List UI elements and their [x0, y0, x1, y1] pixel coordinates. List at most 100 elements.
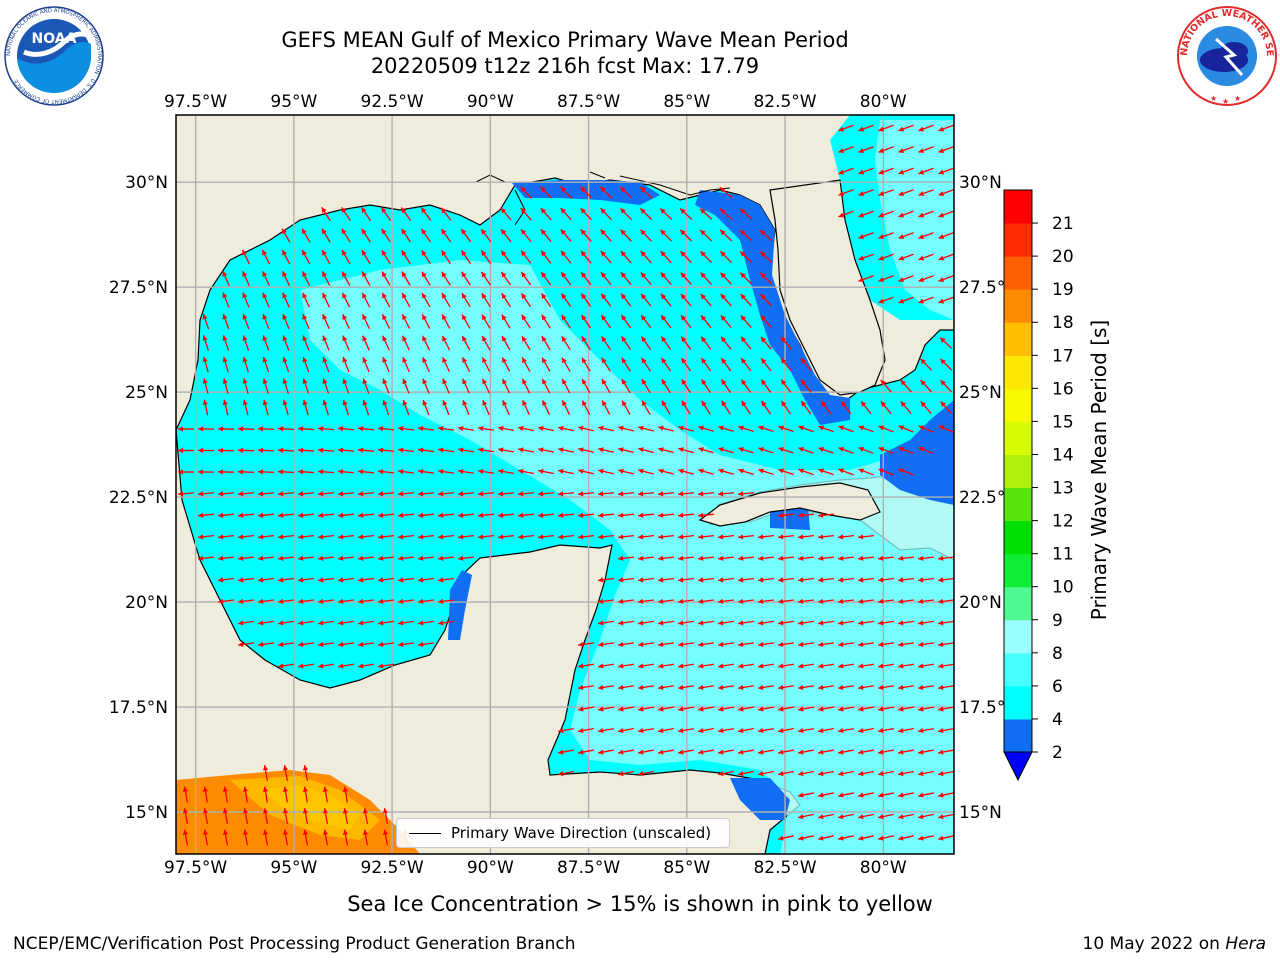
wave-arrow	[337, 491, 355, 497]
wave-arrow	[878, 792, 894, 798]
wave-arrow	[577, 491, 595, 497]
wave-arrow	[818, 835, 834, 841]
wave-arrow	[357, 447, 375, 453]
wave-arrow	[520, 250, 532, 264]
wave-arrow	[202, 399, 209, 416]
wave-arrow	[720, 314, 732, 329]
wave-arrow	[617, 684, 635, 691]
wave-arrow	[897, 641, 915, 648]
wave-arrow	[440, 207, 452, 221]
wave-arrow	[377, 491, 395, 497]
wave-arrow	[918, 446, 934, 455]
wave-arrow	[638, 468, 654, 475]
longitude-tick-label: 92.5°W	[361, 92, 424, 112]
wave-arrow	[759, 251, 773, 263]
map-frame	[175, 114, 955, 855]
wave-arrow	[421, 292, 431, 308]
wave-arrow	[182, 786, 189, 803]
wave-arrow	[677, 534, 695, 540]
wave-arrow	[302, 808, 309, 824]
wave-arrow	[657, 641, 675, 648]
wave-arrow	[317, 534, 335, 540]
wave-arrow	[521, 335, 531, 351]
wave-arrow	[337, 555, 355, 561]
wave-arrow	[637, 555, 655, 561]
wave-arrow	[938, 232, 954, 239]
wave-arrow	[597, 620, 615, 626]
wave-arrow	[578, 468, 594, 475]
run-system: Hera	[1225, 934, 1266, 954]
wave-arrow	[677, 577, 695, 583]
wave-arrow	[858, 468, 874, 476]
wave-arrow	[417, 577, 435, 583]
wave-arrow	[498, 468, 514, 475]
wave-arrow	[361, 249, 371, 265]
wave-arrow	[637, 534, 655, 540]
wave-arrow	[362, 356, 370, 373]
wave-arrow	[938, 124, 954, 132]
wave-arrow	[497, 491, 515, 497]
wave-arrow	[938, 727, 954, 734]
wave-arrow	[262, 786, 269, 803]
wave-arrow	[400, 207, 412, 221]
wave-arrow	[757, 684, 775, 691]
wave-arrow	[598, 468, 614, 475]
wave-arrow	[818, 770, 834, 777]
wave-arrow	[302, 829, 309, 846]
wave-arrow	[800, 400, 812, 415]
wave-arrow	[877, 684, 895, 691]
wave-arrow	[500, 228, 512, 243]
wave-arrow	[381, 292, 391, 308]
colorbar-tick-label: 4	[1052, 710, 1063, 730]
wave-arrow	[262, 399, 269, 416]
wave-arrow	[758, 706, 774, 712]
wave-arrow	[878, 253, 894, 261]
wave-arrow	[738, 447, 754, 454]
wave-arrow	[677, 641, 695, 648]
wave-arrow	[837, 555, 855, 561]
wave-arrow	[778, 727, 794, 734]
wave-arrow	[417, 447, 435, 453]
wave-arrow	[658, 727, 674, 734]
wave-arrow	[697, 598, 715, 604]
wave-arrow	[277, 620, 295, 626]
colorbar-segment	[1004, 718, 1032, 753]
wave-arrow	[719, 229, 733, 242]
wave-arrow	[640, 229, 652, 242]
wave-arrow	[257, 512, 275, 518]
wave-arrow	[297, 577, 315, 583]
wave-arrow	[521, 378, 531, 394]
wave-arrow	[658, 749, 674, 755]
wave-arrow	[638, 447, 654, 454]
wave-arrow	[778, 835, 794, 841]
wave-arrow	[202, 313, 210, 330]
wave-arrow	[520, 271, 532, 286]
wave-arrow	[517, 534, 535, 540]
wave-arrow	[658, 447, 674, 454]
wave-arrow	[277, 447, 295, 453]
wave-arrow	[738, 770, 754, 777]
colorbar-tick-label: 2	[1052, 743, 1063, 763]
wave-arrow	[537, 534, 555, 540]
wave-arrow	[421, 249, 431, 265]
wave-arrow	[177, 469, 195, 475]
wave-arrow	[237, 555, 255, 561]
wave-arrow	[337, 512, 355, 518]
wave-arrow	[461, 314, 471, 329]
wave-arrow	[462, 378, 470, 394]
wave-arrow	[442, 356, 450, 373]
run-date-text: 10 May 2022 on	[1082, 934, 1226, 954]
wave-arrow	[797, 641, 815, 648]
wave-arrow	[737, 534, 755, 540]
wave-arrow	[618, 727, 634, 734]
wave-arrow	[777, 663, 795, 669]
wave-arrow	[397, 512, 415, 518]
longitude-tick-label: 95°W	[270, 858, 317, 878]
wave-arrow	[377, 663, 395, 669]
wave-arrow	[237, 426, 255, 432]
legend-line-icon	[409, 832, 441, 834]
wave-arrow	[477, 512, 495, 518]
wave-arrow	[677, 663, 695, 669]
wave-arrow	[538, 468, 554, 475]
wave-arrow	[202, 356, 209, 373]
